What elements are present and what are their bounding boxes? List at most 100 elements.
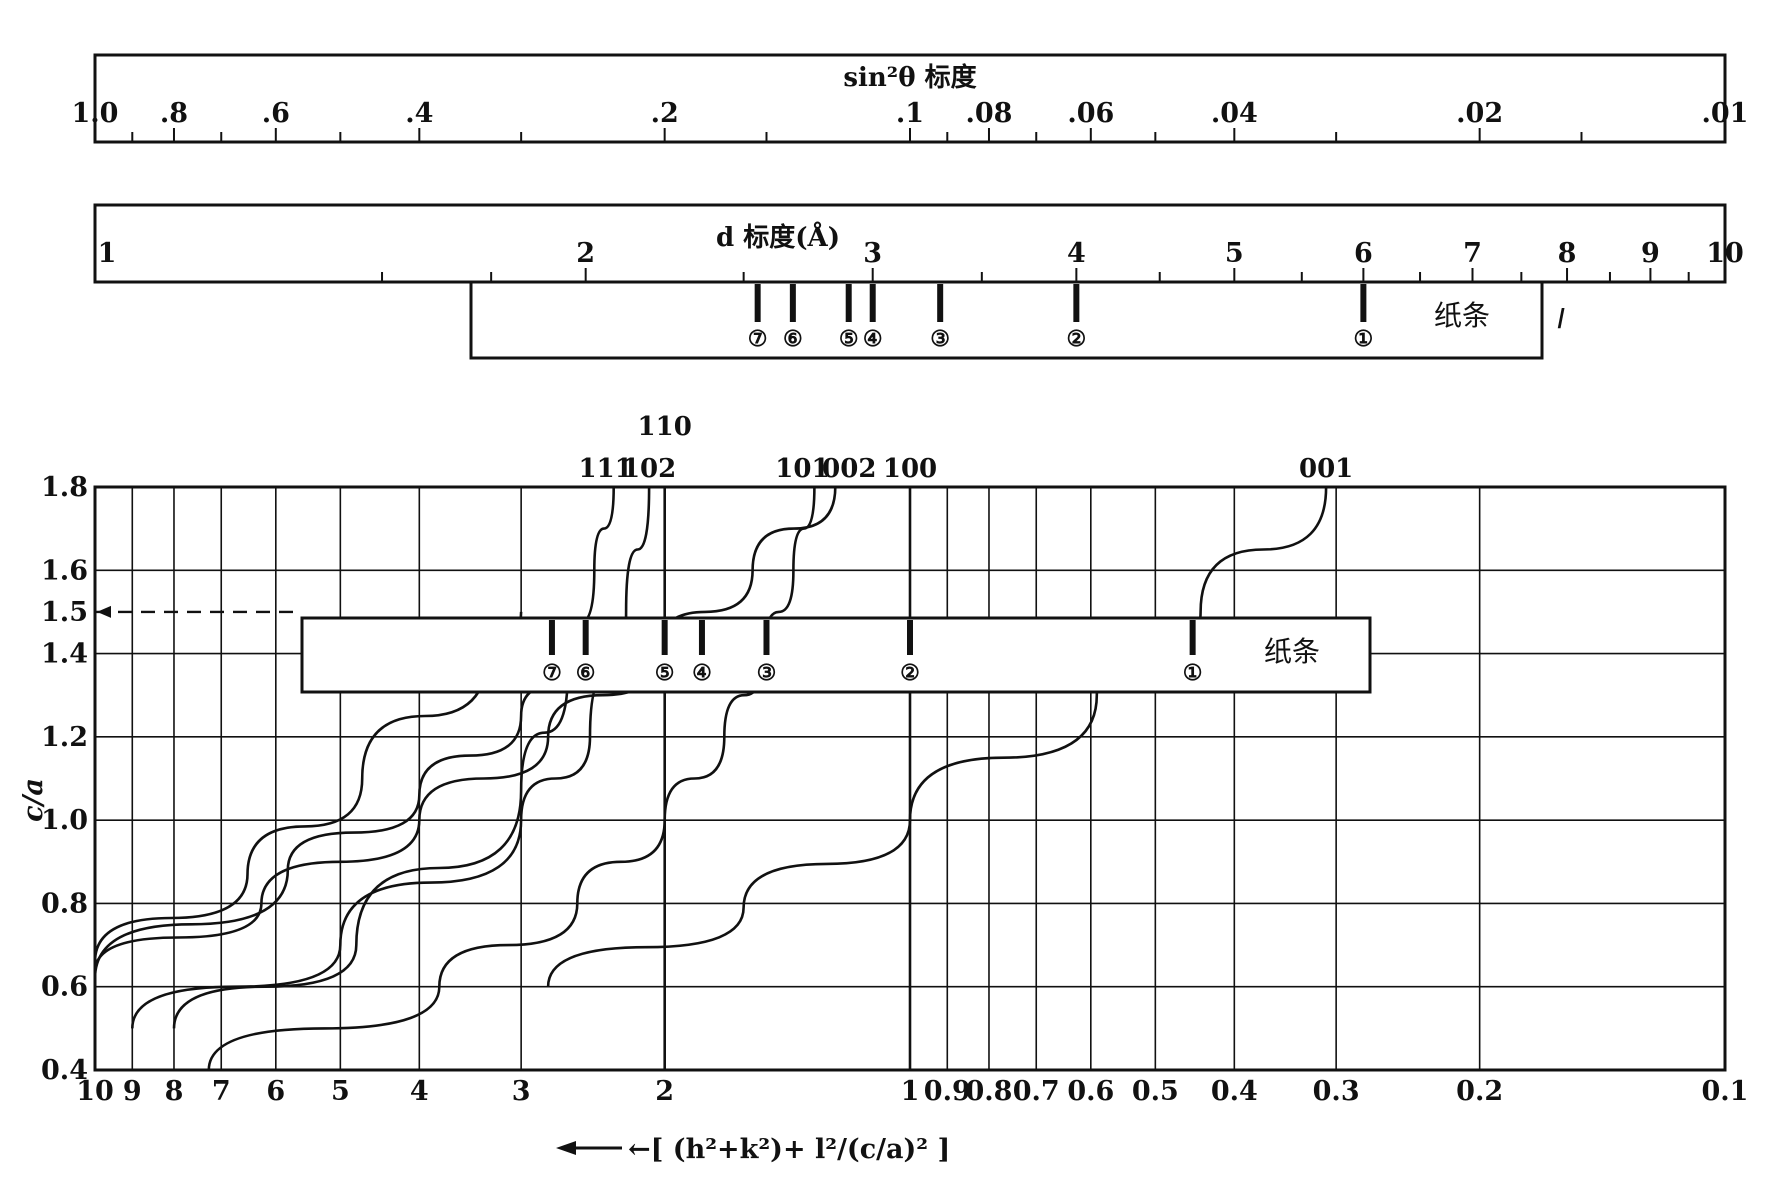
- strip-lower-mark-label: ⑥: [576, 660, 596, 686]
- strip-lower-mark-label: ⑤: [655, 660, 675, 686]
- hkl-label-100: 100: [883, 454, 937, 484]
- y-tick-label: 1.2: [41, 722, 88, 753]
- y-axis-label: c/a: [18, 778, 49, 822]
- curve-001: [546, 486, 1328, 987]
- x-tick-label: 8: [165, 1076, 184, 1107]
- strip-lower-mark-label: ④: [692, 660, 712, 686]
- d-scale-title: d 标度(Å): [716, 222, 840, 253]
- y-tick-label: 1.0: [41, 805, 88, 836]
- x-tick-labels: 10 9 8 7 6 5 4 3 2 1 0.90.8 0.7 0.6 0.5 0.4 0.3 0.2 0.1: [76, 1076, 1748, 1107]
- sin2-tick-label: 1.0: [72, 98, 119, 129]
- x-tick-label: 0.4: [1211, 1076, 1258, 1107]
- sin2-scale: sin²θ 标度 1.0 .8 .6 .4 .2 .1 .08 .06 .04 .02 .01: [72, 53, 1749, 144]
- d-tick-label: 1: [98, 238, 117, 269]
- sin2-tick-label: .01: [1702, 98, 1749, 129]
- hkl-label-101: 101: [775, 454, 829, 484]
- y-tick-label: 1.8: [41, 472, 88, 503]
- ref-line-group: [95, 605, 302, 618]
- x-tick-label: 0.2: [1456, 1076, 1503, 1107]
- ref-arrowhead: [97, 605, 111, 618]
- x-tick-label: 0.9: [924, 1076, 971, 1107]
- x-axis-label-text: ←[ (h²+k²)+ l²/(c/a)² ]: [628, 1134, 950, 1165]
- x-axis-arrowhead: [556, 1141, 576, 1155]
- d-tick-label: 8: [1558, 238, 1577, 269]
- sin2-tick-label: .08: [965, 98, 1012, 129]
- x-tick-label: 5: [331, 1076, 350, 1107]
- strip-upper-mark-label: ⑤: [839, 326, 859, 352]
- d-tick-label: 6: [1354, 238, 1373, 269]
- x-tick-label: 9: [123, 1076, 142, 1107]
- strip-upper-side-label: I: [1557, 302, 1565, 335]
- x-tick-label: 0.5: [1132, 1076, 1179, 1107]
- d-tick-label: 5: [1225, 238, 1244, 269]
- x-tick-label: 0.8: [965, 1076, 1012, 1107]
- strip-upper-mark-label: ②: [1066, 326, 1086, 352]
- strip-upper-mark-label: ①: [1354, 326, 1374, 352]
- curve-002: [93, 486, 837, 972]
- x-tick-label: 0.7: [1013, 1076, 1060, 1107]
- hkl-label-002: 002: [822, 454, 876, 484]
- y-tick-label: 1.6: [41, 555, 88, 586]
- strip-upper-label: 纸条: [1434, 299, 1490, 332]
- d-tick-label: 4: [1067, 238, 1086, 269]
- x-axis-label: ←[ (h²+k²)+ l²/(c/a)² ]: [556, 1134, 950, 1165]
- sin2-ticks: 1.0 .8 .6 .4 .2 .1 .08 .06 .04 .02 .01: [72, 98, 1749, 142]
- strip-upper-mark-label: ⑦: [748, 326, 768, 352]
- d-scale: d 标度(Å) 1 2 3 4 5 6 7 8 9 10: [93, 203, 1744, 284]
- sin2-tick-label: .04: [1211, 98, 1258, 129]
- sin2-tick-label: .06: [1067, 98, 1114, 129]
- d-ticks: 1 2 3 4 5 6 7 8 9 10: [94, 238, 1744, 282]
- sin2-scale-title: sin²θ 标度: [843, 62, 976, 93]
- x-tick-label: 0.3: [1313, 1076, 1360, 1107]
- y-tick-label: 0.4: [41, 1055, 88, 1086]
- x-tick-label: 0.6: [1067, 1076, 1114, 1107]
- strip-upper-mark-label: ⑥: [783, 326, 803, 352]
- strip-lower-label: 纸条: [1264, 635, 1320, 668]
- x-tick-label: 10: [76, 1076, 114, 1107]
- sin2-tick-label: .4: [405, 98, 433, 129]
- c-over-a-chart: 10 9 8 7 6 5 4 3 2 1 0.90.8 0.7 0.6 0.5 0.4 0.3 0.2 0.1 1…: [18, 412, 1748, 1107]
- paper-strip-upper-frame: [469, 280, 1544, 360]
- strip-upper-mark-label: ④: [863, 326, 883, 352]
- curve-102: [131, 486, 651, 1029]
- d-tick-label: 10: [1706, 238, 1744, 269]
- x-tick-label: 3: [512, 1076, 531, 1107]
- strip-lower-mark-label: ①: [1183, 660, 1203, 686]
- curve-unlabeled-8: [93, 653, 592, 979]
- hkl-label-102: 102: [622, 454, 676, 484]
- y-tick-labels: 1.8 1.6 1.5 1.4 1.2 1.0 0.8 0.6 0.4: [41, 472, 88, 1086]
- x-tick-label: 1: [901, 1076, 920, 1107]
- strip-upper-mark-label: ③: [930, 326, 950, 352]
- chart-curves: [93, 486, 1328, 1071]
- x-tick-label: 7: [212, 1076, 231, 1107]
- hkl-label-111: 111: [579, 454, 633, 484]
- paper-strip-lower-frame: [300, 616, 1372, 694]
- strip-lower-mark-label: ③: [757, 660, 777, 686]
- d-tick-label: 3: [863, 238, 882, 269]
- sin2-tick-label: .02: [1456, 98, 1503, 129]
- y-tick-label: 0.8: [41, 888, 88, 919]
- sin2-tick-label: .2: [651, 98, 679, 129]
- hkl-label-110: 110: [638, 412, 692, 442]
- x-tick-label: 2: [655, 1076, 674, 1107]
- d-tick-label: 7: [1463, 238, 1482, 269]
- y-tick-label: 1.4: [41, 639, 88, 670]
- sin2-tick-label: .6: [262, 98, 290, 129]
- x-tick-label: 6: [266, 1076, 285, 1107]
- y-tick-label: 1.5: [41, 597, 88, 628]
- strip-lower-mark-label: ⑦: [542, 660, 562, 686]
- y-tick-label: 0.6: [41, 972, 88, 1003]
- hkl-label-001: 001: [1299, 454, 1353, 484]
- d-tick-label: 2: [576, 238, 595, 269]
- x-tick-label: 0.1: [1702, 1076, 1749, 1107]
- d-tick-label: 9: [1641, 238, 1660, 269]
- x-tick-label: 4: [410, 1076, 429, 1107]
- sin2-tick-label: .1: [896, 98, 924, 129]
- strip-lower-mark-label: ②: [900, 660, 920, 686]
- curve-111: [172, 486, 615, 1029]
